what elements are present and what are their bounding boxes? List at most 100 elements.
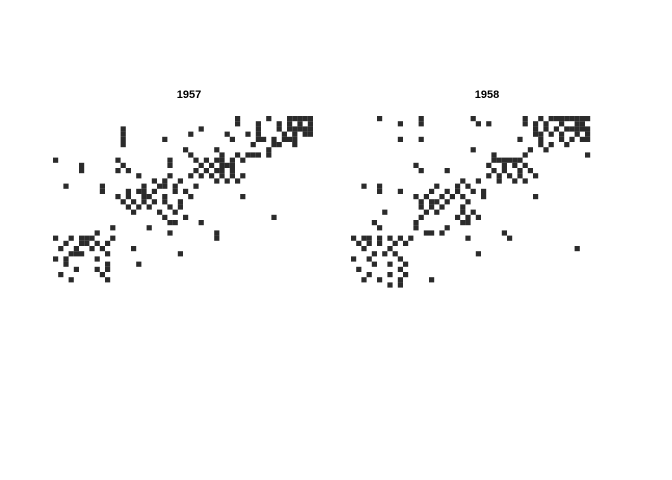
heatmap-cell-1958-r27-c25 xyxy=(475,251,481,257)
heatmap-cells-1958 xyxy=(351,116,591,288)
heatmap-cell-1957-r6-c47 xyxy=(292,142,298,148)
heatmap-cell-1957-r11-c28 xyxy=(193,168,199,174)
heatmap-cell-1958-r2-c10 xyxy=(397,121,403,127)
heatmap-cell-1957-r4-c49 xyxy=(302,131,308,137)
heatmap-cell-1958-r15-c26 xyxy=(481,188,487,194)
heatmap-cell-1957-r27-c5 xyxy=(73,251,79,257)
heatmap-cell-1957-r11-c32 xyxy=(214,168,220,174)
heatmap-cell-1957-r6-c43 xyxy=(271,142,277,148)
heatmap-cell-1958-r10-c30 xyxy=(501,162,507,168)
heatmap-cell-1958-r3-c46 xyxy=(585,126,591,132)
heatmap-cell-1957-r6-c14 xyxy=(120,142,126,148)
heatmap-cell-1958-r11-c28 xyxy=(491,168,497,174)
heatmap-cell-1957-r12-c17 xyxy=(136,173,142,179)
heatmap-cell-1957-r9-c35 xyxy=(229,157,235,163)
heatmap-cell-1958-r26-c44 xyxy=(574,246,580,252)
heatmap-cell-1957-r32-c11 xyxy=(105,277,111,283)
heatmap-cell-1957-r24-c8 xyxy=(89,235,95,241)
heatmap-cell-1958-r4-c36 xyxy=(533,131,539,137)
heatmap-cell-1958-r3-c36 xyxy=(533,126,539,132)
heatmap-cell-1958-r24-c6 xyxy=(377,235,383,241)
heatmap-cell-1957-r27-c6 xyxy=(79,251,85,257)
heatmap-cell-1957-r7-c32 xyxy=(214,147,220,153)
heatmap-cell-1957-r6-c44 xyxy=(276,142,282,148)
heatmap-cell-1958-r4-c46 xyxy=(585,131,591,137)
heatmap-cell-1958-r4-c39 xyxy=(548,131,554,137)
heatmap-cell-1957-r5-c45 xyxy=(281,136,287,142)
heatmap-cell-1957-r17-c18 xyxy=(141,199,147,205)
heatmap-cell-1958-r23-c18 xyxy=(439,230,445,236)
heatmap-cell-1958-r7-c35 xyxy=(527,147,533,153)
heatmap-cell-1957-r25-c3 xyxy=(63,240,69,246)
heatmap-cell-1957-r31-c2 xyxy=(58,272,64,278)
heatmap-cell-1958-r24-c10 xyxy=(397,235,403,241)
heatmap-cell-1958-r14-c21 xyxy=(455,183,461,189)
heatmap-cell-1957-r18-c15 xyxy=(125,204,131,210)
heatmap-cell-1958-r23-c15 xyxy=(423,230,429,236)
heatmap-cell-1957-r9-c30 xyxy=(203,157,209,163)
heatmap-cell-1958-r8-c46 xyxy=(585,152,591,158)
heatmap-cell-1957-r13-c36 xyxy=(235,178,241,184)
heatmap-cell-1957-r2-c36 xyxy=(235,121,241,127)
heatmap-cell-1957-r15-c17 xyxy=(136,188,142,194)
heatmap-cell-1957-r8-c39 xyxy=(250,152,256,158)
heatmap-cell-1957-r20-c26 xyxy=(183,214,189,220)
heatmap-cell-1958-r21-c23 xyxy=(465,220,471,226)
heatmap-cell-1957-r11-c15 xyxy=(125,168,131,174)
heatmap-cell-1957-r14-c18 xyxy=(141,183,147,189)
heatmap-cell-1958-r25-c4 xyxy=(366,240,372,246)
heatmap-cell-1957-r17-c25 xyxy=(177,199,183,205)
heatmap-cell-1957-r7-c42 xyxy=(266,147,272,153)
heatmap-cell-1958-r19-c15 xyxy=(423,209,429,215)
heatmap-cell-1957-r4-c27 xyxy=(188,131,194,137)
heatmap-cell-1957-r9-c1 xyxy=(53,157,59,163)
heatmap-cell-1957-r4-c14 xyxy=(120,131,126,137)
heatmap-cell-1957-r1-c47 xyxy=(292,116,298,122)
heatmap-cell-1958-r20-c25 xyxy=(475,214,481,220)
heatmap-cell-1958-r24-c1 xyxy=(351,235,357,241)
heatmap-cell-1958-r1-c34 xyxy=(522,116,528,122)
heatmap-cell-1958-r16-c20 xyxy=(449,194,455,200)
heatmap-cell-1957-r25-c7 xyxy=(84,240,90,246)
heatmap-cell-1958-r5-c37 xyxy=(538,136,544,142)
heatmap-cell-1957-r4-c45 xyxy=(281,131,287,137)
heatmap-cell-1957-r4-c40 xyxy=(255,131,261,137)
heatmap-cell-1957-r8-c27 xyxy=(188,152,194,158)
heatmap-cell-1958-r2-c34 xyxy=(522,121,528,127)
heatmap-cell-1957-r1-c46 xyxy=(287,116,293,122)
heatmap-cell-1957-r17-c16 xyxy=(131,199,137,205)
heatmap-cell-1957-r13-c25 xyxy=(177,178,183,184)
heatmap-panel-1957: 1957 xyxy=(53,89,313,283)
heatmap-cell-1957-r23-c32 xyxy=(214,230,220,236)
heatmap-cell-1958-r5-c43 xyxy=(569,136,575,142)
heatmap-cell-1958-r9-c33 xyxy=(517,157,523,163)
heatmap-cell-1958-r24-c12 xyxy=(408,235,414,241)
heatmap-cell-1958-r1-c42 xyxy=(564,116,570,122)
heatmap-cell-1958-r15-c19 xyxy=(444,188,450,194)
heatmap-cell-1958-r2-c38 xyxy=(543,121,549,127)
heatmap-cell-1958-r8-c28 xyxy=(491,152,497,158)
heatmap-cell-1958-r12-c27 xyxy=(486,173,492,179)
heatmap-cell-1957-r2-c48 xyxy=(297,121,303,127)
heatmap-cell-1958-r11-c14 xyxy=(418,168,424,174)
heatmap-cell-1957-r32-c4 xyxy=(68,277,74,283)
heatmap-cell-1958-r31-c4 xyxy=(366,272,372,278)
heatmap-cells-1957 xyxy=(53,116,313,283)
heatmap-cell-1957-r28-c1 xyxy=(53,256,59,262)
heatmap-cell-1958-r18-c18 xyxy=(439,204,445,210)
heatmap-cell-1957-r17-c22 xyxy=(162,199,168,205)
heatmap-cell-1957-r5-c35 xyxy=(229,136,235,142)
heatmap-cell-1958-r6-c39 xyxy=(548,142,554,148)
heatmap-cell-1957-r29-c17 xyxy=(136,261,142,267)
heatmap-cell-1957-r18-c25 xyxy=(177,204,183,210)
heatmap-cell-1957-r30-c11 xyxy=(105,266,111,272)
heatmap-cell-1958-r32-c6 xyxy=(377,277,383,283)
heatmap-cell-1957-r14-c24 xyxy=(172,183,178,189)
heatmap-cell-1958-r31-c11 xyxy=(403,272,409,278)
heatmap-cell-1958-r17-c14 xyxy=(418,199,424,205)
heatmap-cell-1957-r14-c10 xyxy=(99,183,105,189)
heatmap-cell-1958-r9-c31 xyxy=(507,157,513,163)
heatmap-cell-1957-r2-c50 xyxy=(307,121,313,127)
heatmap-cell-1957-r1-c48 xyxy=(297,116,303,122)
